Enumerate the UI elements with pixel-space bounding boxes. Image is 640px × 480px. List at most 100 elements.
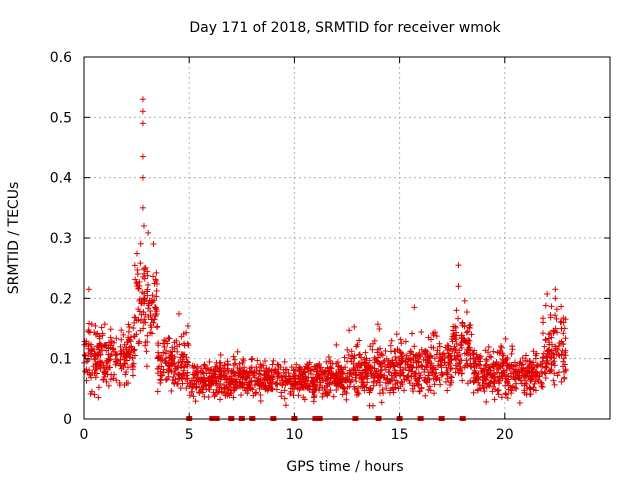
data-point-peak	[139, 153, 146, 160]
data-point	[340, 366, 347, 373]
data-point	[136, 282, 143, 289]
data-point	[502, 335, 509, 342]
data-point	[95, 344, 102, 351]
data-point	[248, 364, 255, 371]
data-point	[418, 328, 425, 335]
data-point	[422, 392, 429, 399]
data-point	[172, 367, 179, 374]
data-point	[321, 386, 328, 393]
data-point	[153, 308, 160, 315]
data-point	[378, 351, 385, 358]
x-tick-label: 5	[185, 427, 194, 443]
data-point	[407, 363, 414, 370]
data-point	[476, 353, 483, 360]
data-point	[530, 348, 537, 355]
data-point	[389, 376, 396, 383]
data-point	[307, 367, 314, 374]
data-point	[367, 386, 374, 393]
data-point	[217, 380, 224, 387]
data-point	[153, 269, 160, 276]
data-point	[230, 362, 237, 369]
data-point	[293, 361, 300, 368]
data-point	[111, 348, 118, 355]
data-point	[248, 356, 255, 363]
data-point	[248, 378, 255, 385]
data-point	[258, 364, 265, 371]
data-point	[539, 354, 546, 361]
data-point	[353, 378, 360, 385]
data-point	[217, 351, 224, 358]
data-point	[424, 353, 431, 360]
data-point	[323, 358, 330, 365]
data-point	[313, 368, 320, 375]
data-point	[155, 342, 162, 349]
data-point	[153, 278, 160, 285]
data-point	[538, 379, 545, 386]
data-point	[367, 343, 374, 350]
data-point	[236, 379, 243, 386]
data-point	[452, 334, 459, 341]
data-point	[397, 349, 404, 356]
data-point	[86, 329, 93, 336]
data-point	[399, 381, 406, 388]
data-point	[271, 369, 278, 376]
data-point	[349, 370, 356, 377]
data-point	[241, 374, 248, 381]
data-point	[327, 364, 334, 371]
data-point	[179, 374, 186, 381]
data-point	[466, 322, 473, 329]
data-point	[232, 360, 239, 367]
data-point	[521, 373, 528, 380]
data-point	[131, 333, 138, 340]
data-point	[382, 348, 389, 355]
data-point	[392, 369, 399, 376]
data-point	[255, 380, 262, 387]
data-point	[295, 376, 302, 383]
data-point	[436, 340, 443, 347]
data-point	[542, 364, 549, 371]
data-point	[138, 300, 145, 307]
data-point	[335, 366, 342, 373]
data-point	[463, 357, 470, 364]
data-point	[383, 385, 390, 392]
data-point	[528, 376, 535, 383]
data-point	[561, 361, 568, 368]
data-point	[91, 356, 98, 363]
data-point	[238, 392, 245, 399]
data-point-peak	[139, 120, 146, 127]
data-point	[205, 375, 212, 382]
data-point	[469, 350, 476, 357]
data-point	[379, 352, 386, 359]
data-point	[176, 376, 183, 383]
data-point	[101, 369, 108, 376]
data-point	[108, 350, 115, 357]
data-point	[322, 373, 329, 380]
data-point	[508, 374, 515, 381]
data-point	[304, 378, 311, 385]
data-point	[464, 328, 471, 335]
data-point	[415, 351, 422, 358]
data-point	[289, 373, 296, 380]
data-point	[166, 335, 173, 342]
data-point	[316, 373, 323, 380]
data-point	[480, 384, 487, 391]
data-point	[323, 383, 330, 390]
data-point	[465, 340, 472, 347]
data-point	[88, 341, 95, 348]
data-point	[230, 394, 237, 401]
data-point	[90, 363, 97, 370]
data-point	[310, 381, 317, 388]
data-point	[448, 365, 455, 372]
data-point	[450, 330, 457, 337]
data-point	[244, 390, 251, 397]
data-point	[125, 328, 132, 335]
data-point	[547, 354, 554, 361]
data-point	[461, 297, 468, 304]
data-point	[183, 385, 190, 392]
data-point	[350, 364, 357, 371]
data-point	[455, 315, 462, 322]
data-point	[472, 360, 479, 367]
data-point	[246, 368, 253, 375]
data-point	[298, 381, 305, 388]
data-point	[86, 320, 93, 327]
